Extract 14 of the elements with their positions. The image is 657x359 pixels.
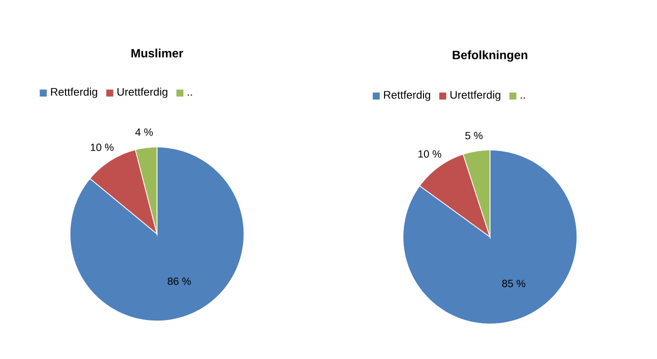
- legend-label: ..: [520, 97, 525, 99]
- legend-label: Rettferdig: [384, 90, 430, 101]
- data-label: 10 %: [418, 150, 442, 158]
- chart-title: Befolkningen: [452, 50, 528, 62]
- chart-title: Muslimer: [131, 48, 184, 58]
- legend-label: Urettferdig: [450, 90, 500, 101]
- data-label: 5 %: [465, 132, 483, 140]
- legend-label: ..: [188, 94, 192, 96]
- data-label: 4 %: [135, 128, 153, 136]
- legend-label: Urettferdig: [117, 88, 168, 98]
- data-label: 10 %: [90, 144, 114, 152]
- legend-label: Rettferdig: [51, 88, 98, 98]
- data-label: 85 %: [502, 280, 526, 288]
- data-label: 86 %: [168, 278, 191, 285]
